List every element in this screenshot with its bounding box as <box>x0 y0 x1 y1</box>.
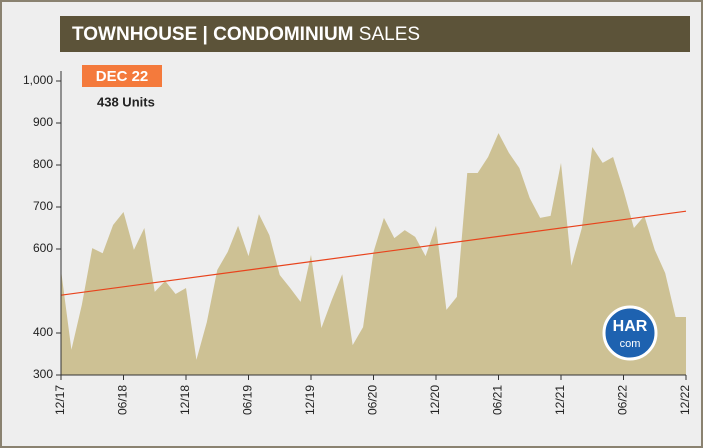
plot: 300 400 600 700 800 900 1,000 12/17 06/18 12/18 06… <box>23 71 692 415</box>
y-tick-label: 300 <box>33 367 53 381</box>
y-tick-label: 400 <box>33 325 53 339</box>
x-tick-label: 12/20 <box>428 385 442 415</box>
chart-title: TOWNHOUSE | CONDOMINIUM SALES <box>72 24 420 45</box>
x-tick-label: 12/19 <box>303 385 317 415</box>
title-bold: TOWNHOUSE | CONDOMINIUM <box>72 24 354 45</box>
x-tick-label: 12/17 <box>53 385 67 415</box>
x-tick-label: 12/22 <box>678 385 692 415</box>
trend-line <box>60 210 687 296</box>
logo <box>602 305 658 361</box>
x-tick-label: 06/20 <box>366 385 380 415</box>
x-tick-label: 06/22 <box>616 385 630 415</box>
title-bar <box>60 16 690 52</box>
annotation-text: 438 Units <box>97 94 155 109</box>
area <box>61 133 686 375</box>
x-tick-label: 12/21 <box>553 385 567 415</box>
x-tick-label: 06/18 <box>116 385 130 415</box>
y-tick-label: 900 <box>33 115 53 129</box>
y-tick-label: 700 <box>33 199 53 213</box>
x-tick-label: 06/19 <box>241 385 255 415</box>
title-light: SALES <box>359 24 420 45</box>
annotation-label: DEC 22 <box>96 68 149 85</box>
x-tick-label: 06/21 <box>491 385 505 415</box>
y-tick-label: 800 <box>33 157 53 171</box>
logo-bottom: com <box>620 338 641 350</box>
x-tick-label: 12/18 <box>178 385 192 415</box>
y-tick-label: 600 <box>33 241 53 255</box>
annotation-box <box>82 65 162 87</box>
logo-top: HAR <box>613 318 648 335</box>
y-tick-label: 1,000 <box>23 73 53 87</box>
